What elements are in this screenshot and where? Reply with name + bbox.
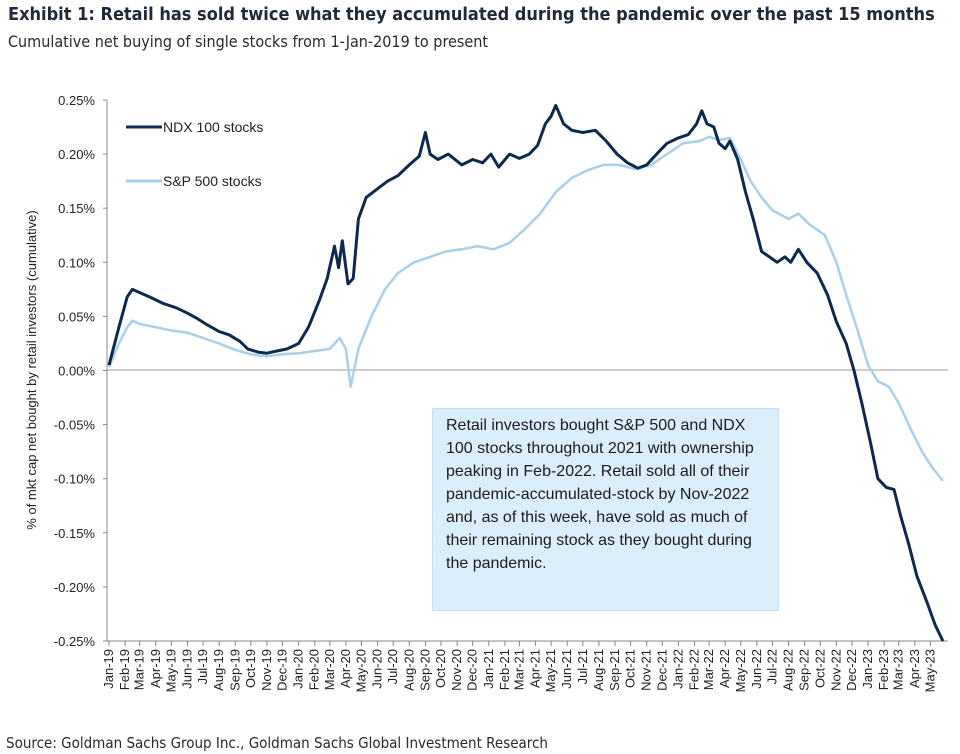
y-tick-label: -0.25% bbox=[54, 634, 96, 649]
x-tick-label: Jan-19 bbox=[101, 649, 116, 689]
x-tick-label: Jun-19 bbox=[179, 649, 194, 689]
y-tick-label: -0.20% bbox=[54, 580, 96, 595]
x-tick-label: Jul-21 bbox=[575, 649, 590, 684]
x-tick-label: Apr-20 bbox=[338, 649, 353, 688]
x-tick-label: Nov-20 bbox=[449, 649, 464, 691]
x-tick-label: Dec-19 bbox=[275, 649, 290, 691]
x-tick-label: Sep-21 bbox=[607, 649, 622, 691]
x-tick-label: May-22 bbox=[733, 649, 748, 692]
x-tick-label: Sep-19 bbox=[227, 649, 242, 691]
y-tick-label: -0.15% bbox=[54, 526, 96, 541]
x-tick-label: Mar-20 bbox=[322, 649, 337, 690]
series-layer bbox=[107, 103, 945, 642]
x-tick-label: Mar-21 bbox=[511, 649, 526, 690]
y-tick-label: 0.00% bbox=[58, 364, 95, 379]
x-tick-label: Feb-21 bbox=[497, 649, 512, 690]
y-tick-label: 0.20% bbox=[58, 147, 95, 162]
legend-label-ndx: NDX 100 stocks bbox=[163, 119, 263, 135]
x-tick-label: Jan-21 bbox=[481, 649, 496, 689]
x-tick-label: Mar-19 bbox=[132, 649, 147, 690]
x-tick-label: Jun-22 bbox=[749, 649, 764, 689]
x-tick-label: Oct-20 bbox=[433, 649, 448, 688]
x-tick-label: Oct-22 bbox=[812, 649, 827, 688]
x-tick-label: Mar-23 bbox=[891, 649, 906, 690]
legend-label-sp500: S&P 500 stocks bbox=[163, 173, 262, 189]
x-tick-label: Sep-22 bbox=[797, 649, 812, 691]
source-note: Source: Goldman Sachs Group Inc., Goldma… bbox=[6, 734, 548, 752]
x-tick-label: May-21 bbox=[543, 649, 558, 692]
x-tick-label: Jun-20 bbox=[370, 649, 385, 689]
x-tick-label: Apr-23 bbox=[907, 649, 922, 688]
x-tick-label: Aug-22 bbox=[781, 649, 796, 691]
annotation-text: Retail investors bought S&P 500 and NDX … bbox=[446, 417, 754, 572]
x-tick-label: Jan-20 bbox=[291, 649, 306, 689]
x-axis-ticks: Jan-19 Feb-19 Mar-19 Apr-19 May-19 Jun-19 Jul-… bbox=[101, 641, 937, 692]
x-tick-label: Apr-21 bbox=[528, 649, 543, 688]
x-tick-label: Nov-21 bbox=[639, 649, 654, 691]
legend: NDX 100 stocks S&P 500 stocks bbox=[126, 119, 263, 189]
x-tick-label: Mar-22 bbox=[701, 649, 716, 690]
x-tick-label: Jan-22 bbox=[670, 649, 685, 689]
x-tick-label: May-20 bbox=[354, 649, 369, 692]
x-tick-label: May-19 bbox=[163, 649, 178, 692]
chart-title: Exhibit 1: Retail has sold twice what th… bbox=[8, 4, 935, 25]
y-tick-label: 0.05% bbox=[58, 309, 95, 324]
x-tick-label: Nov-22 bbox=[828, 649, 843, 691]
x-tick-label: Sep-20 bbox=[417, 649, 432, 691]
x-tick-label: Nov-19 bbox=[259, 649, 274, 691]
x-tick-label: Feb-22 bbox=[687, 649, 702, 690]
annotation-box bbox=[432, 408, 779, 611]
y-tick-label: 0.25% bbox=[58, 93, 95, 108]
line-chart: 0.25% 0.20% 0.15% 0.10% 0.05% 0.00% -0.05% -0.1… bbox=[24, 93, 948, 692]
x-tick-label: May-23 bbox=[922, 649, 937, 692]
x-tick-label: Oct-21 bbox=[623, 649, 638, 688]
y-tick-label: 0.10% bbox=[58, 255, 95, 270]
x-tick-label: Aug-19 bbox=[211, 649, 226, 691]
y-tick-label: 0.15% bbox=[58, 201, 95, 216]
x-tick-label: Aug-20 bbox=[401, 649, 416, 691]
x-tick-label: Feb-19 bbox=[117, 649, 132, 690]
x-tick-label: Jun-21 bbox=[559, 649, 574, 689]
x-tick-label: Apr-19 bbox=[148, 649, 163, 688]
x-tick-label: Jan-23 bbox=[860, 649, 875, 689]
y-axis-label: % of mkt cap net bought by retail invest… bbox=[24, 210, 39, 529]
x-tick-label: Dec-21 bbox=[654, 649, 669, 691]
x-tick-label: Dec-20 bbox=[465, 649, 480, 691]
x-tick-label: Feb-23 bbox=[876, 649, 891, 690]
x-tick-label: Jul-22 bbox=[764, 649, 779, 684]
x-tick-label: Oct-19 bbox=[243, 649, 258, 688]
y-tick-label: -0.05% bbox=[54, 418, 96, 433]
y-axis-ticks: 0.25% 0.20% 0.15% 0.10% 0.05% 0.00% -0.05% -0.1… bbox=[54, 93, 107, 649]
chart-subtitle: Cumulative net buying of single stocks f… bbox=[8, 32, 488, 51]
y-tick-label: -0.10% bbox=[54, 472, 96, 487]
x-tick-label: Feb-20 bbox=[307, 649, 322, 690]
x-tick-label: Dec-22 bbox=[844, 649, 859, 691]
x-tick-label: Aug-21 bbox=[591, 649, 606, 691]
x-tick-label: Jul-20 bbox=[385, 649, 400, 684]
x-tick-label: Apr-22 bbox=[717, 649, 732, 688]
x-tick-label: Jul-19 bbox=[195, 649, 210, 684]
